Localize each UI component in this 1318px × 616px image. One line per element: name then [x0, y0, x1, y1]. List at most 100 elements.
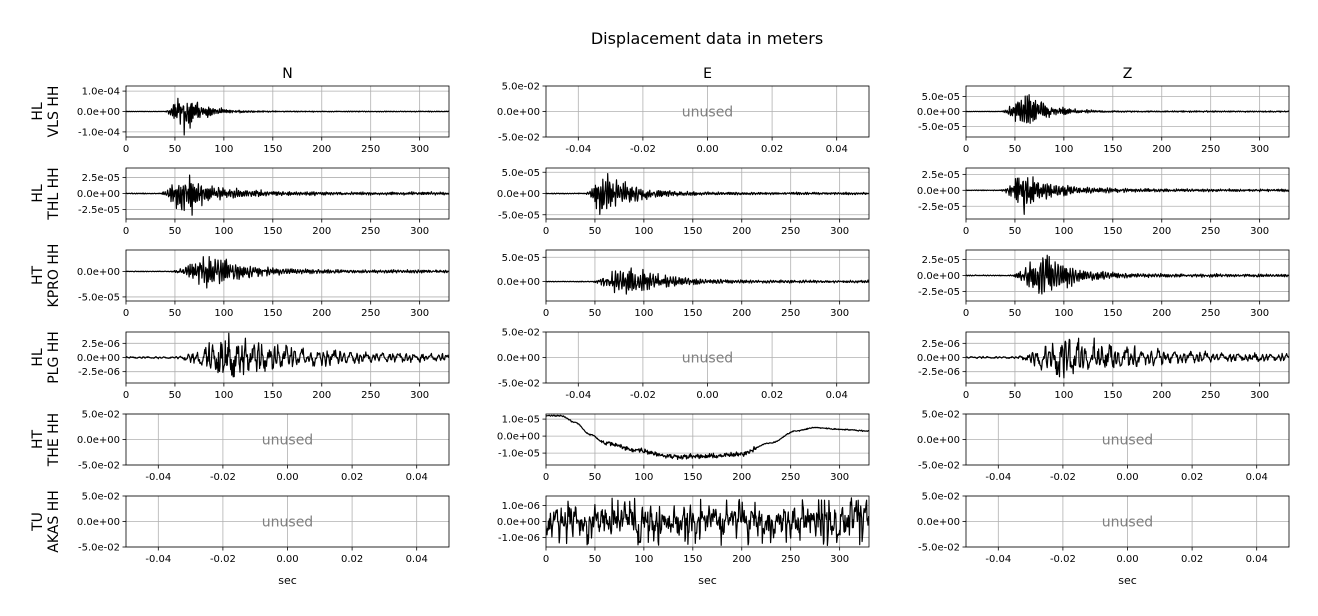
y-tick-label: 0.0e+00: [917, 353, 960, 364]
y-tick-label: 2.5e-05: [82, 173, 120, 184]
column-title-n: N: [282, 66, 292, 82]
x-tick-label: 0.04: [1246, 472, 1268, 483]
waveform-trace: [126, 256, 449, 289]
panel-r0-c1: -0.04 -0.02 0.00 0.02 0.04 5.0e-02 0.0e+00 -5.0…: [497, 82, 870, 155]
panel-r1-c2: 0 50 100 150 200 250 300 2.5e-05 0.0e+00 -2.5e-05: [917, 167, 1290, 237]
unused-label: unused: [1102, 515, 1153, 531]
x-tick-label: 200: [732, 226, 751, 237]
panels-grid: 0 50 100 150 200 250 300 1.0e-04 0.0e+00 -1.0e-04…: [77, 82, 1290, 565]
row-station-label: KPRO HH: [46, 244, 62, 308]
x-tick-label: 200: [1152, 308, 1171, 319]
x-tick-label: 200: [732, 554, 751, 565]
panel-r0-c2: 0 50 100 150 200 250 300 5.0e-05 0.0e+00 -5.0e-05: [917, 85, 1290, 155]
x-axis-label: sec: [1118, 574, 1137, 587]
x-tick-label: 100: [634, 472, 653, 483]
x-tick-label: 200: [1152, 226, 1171, 237]
x-tick-label: 150: [263, 308, 282, 319]
x-tick-label: 0.00: [276, 554, 298, 565]
row-network-label: HL: [30, 102, 46, 121]
row-network-label: HT: [30, 430, 46, 450]
x-tick-label: 150: [263, 144, 282, 155]
x-tick-label: -0.04: [985, 472, 1011, 483]
y-tick-label: -1.0e-05: [498, 449, 540, 460]
x-tick-label: 300: [410, 308, 429, 319]
y-tick-label: 5.0e-02: [82, 410, 120, 421]
waveform-trace: [546, 173, 869, 215]
x-tick-label: 100: [1054, 226, 1073, 237]
x-tick-label: 250: [781, 226, 800, 237]
y-tick-label: 1.0e-05: [502, 415, 540, 426]
x-tick-label: 300: [1250, 226, 1269, 237]
y-tick-label: 1.0e-06: [502, 501, 540, 512]
y-tick-label: 0.0e+00: [497, 517, 540, 528]
x-tick-label: 0.00: [696, 144, 718, 155]
x-tick-label: 0: [963, 308, 969, 319]
x-tick-label: 300: [1250, 144, 1269, 155]
x-tick-label: 50: [1009, 144, 1022, 155]
x-tick-label: 50: [589, 554, 602, 565]
x-tick-label: -0.04: [565, 144, 591, 155]
y-tick-label: -5.0e-02: [78, 543, 120, 554]
row-label-5: TU AKAS HH: [30, 490, 62, 552]
panel-r0-c0: 0 50 100 150 200 250 300 1.0e-04 0.0e+00 -1.0e-04: [77, 85, 450, 155]
x-tick-label: 100: [214, 144, 233, 155]
panel-frame: [965, 249, 1290, 302]
x-tick-label: 250: [781, 472, 800, 483]
x-tick-label: 250: [361, 308, 380, 319]
x-tick-label: -0.04: [145, 472, 171, 483]
y-tick-label: -5.0e-02: [918, 543, 960, 554]
x-tick-label: 250: [361, 144, 380, 155]
panel-r3-c1: -0.04 -0.02 0.00 0.02 0.04 5.0e-02 0.0e+00 -5.0…: [497, 328, 870, 401]
y-tick-label: 2.5e-06: [82, 339, 120, 350]
row-label-3: HL PLG HH: [30, 331, 62, 384]
x-tick-label: 50: [589, 308, 602, 319]
y-tick-label: -5.0e-02: [918, 461, 960, 472]
y-tick-label: 0.0e+00: [77, 189, 120, 200]
x-tick-label: 200: [1152, 144, 1171, 155]
y-tick-label: 2.5e-05: [922, 255, 960, 266]
x-tick-label: 300: [830, 554, 849, 565]
panel-r4-c2: -0.04 -0.02 0.00 0.02 0.04 5.0e-02 0.0e+00 -5.0…: [917, 410, 1290, 483]
panel-r4-c1: 0 50 100 150 200 250 300 1.0e-05 0.0e+00 -1.0e-05: [497, 413, 870, 483]
y-tick-label: 5.0e-02: [82, 492, 120, 503]
row-station-label: VLS HH: [46, 86, 62, 138]
panel-frame: [965, 413, 1290, 466]
x-axis-label: sec: [278, 574, 297, 587]
panel-frame: [125, 495, 450, 548]
x-tick-label: 250: [361, 226, 380, 237]
x-tick-label: -0.02: [210, 472, 236, 483]
x-tick-label: 0.02: [761, 390, 783, 401]
x-tick-label: -0.04: [985, 554, 1011, 565]
x-tick-label: 50: [589, 472, 602, 483]
x-tick-label: 250: [781, 554, 800, 565]
panel-r5-c2: -0.04 -0.02 0.00 0.02 0.04 5.0e-02 0.0e+00 -5.0…: [917, 492, 1290, 565]
y-tick-label: 5.0e-05: [502, 253, 540, 264]
y-tick-label: 2.5e-06: [922, 339, 960, 350]
x-tick-label: -0.02: [630, 390, 656, 401]
x-tick-label: 200: [312, 144, 331, 155]
x-tick-label: 100: [214, 308, 233, 319]
x-axis-labels: sec sec sec: [278, 574, 1137, 587]
panel-r2-c2: 0 50 100 150 200 250 300 2.5e-05 0.0e+00 -2.5e-05: [917, 249, 1290, 319]
y-tick-label: 5.0e-05: [502, 168, 540, 179]
x-tick-label: 0: [123, 308, 129, 319]
y-tick-label: 0.0e+00: [917, 517, 960, 528]
x-tick-label: 150: [1103, 144, 1122, 155]
panel-frame: [125, 249, 450, 302]
x-tick-label: 0.04: [1246, 554, 1268, 565]
column-title-e: E: [703, 66, 712, 82]
x-tick-label: -0.02: [210, 554, 236, 565]
y-tick-label: 0.0e+00: [497, 353, 540, 364]
row-label-0: HL VLS HH: [30, 86, 62, 138]
y-tick-label: 0.0e+00: [497, 189, 540, 200]
x-tick-label: 0.00: [1116, 472, 1138, 483]
x-tick-label: 100: [1054, 144, 1073, 155]
x-tick-label: 50: [589, 226, 602, 237]
x-tick-label: 0: [123, 144, 129, 155]
x-tick-label: 100: [634, 554, 653, 565]
x-tick-label: 100: [1054, 308, 1073, 319]
waveform-trace: [126, 97, 449, 136]
x-tick-label: 200: [732, 308, 751, 319]
y-tick-label: -5.0e-05: [78, 292, 120, 303]
